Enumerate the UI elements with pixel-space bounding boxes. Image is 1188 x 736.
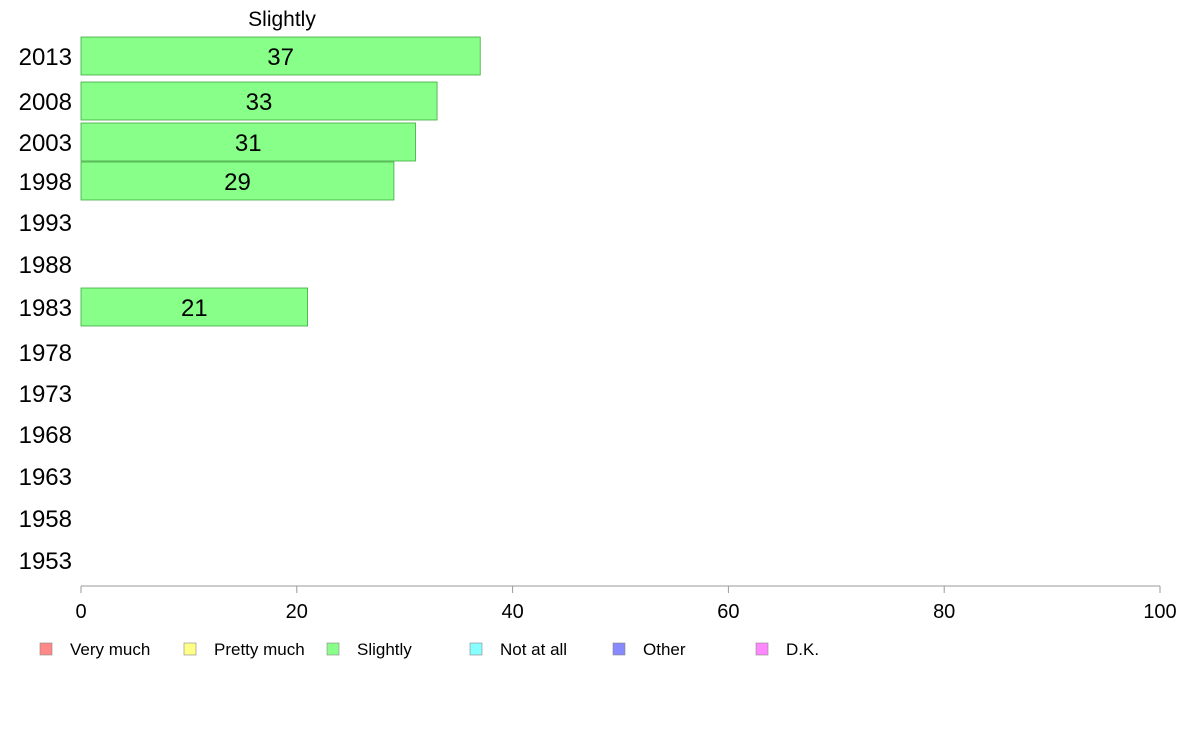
legend-swatch-2 — [326, 642, 340, 656]
chart-title: Slightly — [248, 8, 316, 31]
bar-1983 — [80, 287, 308, 327]
legend-label-5: D.K. — [786, 640, 819, 659]
legend-swatch-0 — [39, 642, 53, 656]
year-label-1983: 1983 — [19, 295, 72, 322]
bar-1998 — [80, 161, 395, 201]
year-label-1968: 1968 — [19, 422, 72, 449]
legend-label-1: Pretty much — [214, 640, 305, 659]
bar-value-label-1998: 29 — [224, 169, 251, 196]
bars-group: 37 33 31 29 21 — [80, 36, 481, 327]
legend-label-2: Slightly — [357, 640, 412, 659]
year-label-1973: 1973 — [19, 381, 72, 408]
bar-2008 — [80, 81, 438, 121]
year-label-1963: 1963 — [19, 464, 72, 491]
legend-label-0: Very much — [70, 640, 150, 659]
x-tick-label-0: 0 — [75, 601, 86, 623]
bar-2003 — [80, 122, 416, 162]
year-label-1988: 1988 — [19, 252, 72, 279]
year-label-2003: 2003 — [19, 130, 72, 157]
bar-value-label-1983: 21 — [181, 295, 208, 322]
y-axis-labels: 2013 2008 2003 1998 1993 1988 1983 1978 1973 1968… — [19, 44, 72, 575]
legend-swatch-1 — [183, 642, 197, 656]
legend-label-4: Other — [643, 640, 686, 659]
legend-swatch-4 — [612, 642, 626, 656]
year-label-2013: 2013 — [19, 44, 72, 71]
x-tick-label-80: 80 — [933, 601, 955, 623]
legend: Very much Pretty much Slightly Not at all Ot… — [39, 640, 819, 659]
year-label-1998: 1998 — [19, 169, 72, 196]
legend-swatch-5 — [755, 642, 769, 656]
year-label-1953: 1953 — [19, 548, 72, 575]
year-label-1978: 1978 — [19, 340, 72, 367]
year-label-1993: 1993 — [19, 210, 72, 237]
x-tick-label-60: 60 — [717, 601, 739, 623]
bar-value-label-2008: 33 — [246, 89, 273, 116]
x-tick-label-100: 100 — [1143, 601, 1176, 623]
year-label-2008: 2008 — [19, 89, 72, 116]
x-tick-label-20: 20 — [286, 601, 308, 623]
x-axis: 0 20 40 60 80 100 — [75, 585, 1177, 623]
legend-swatch-3 — [469, 642, 483, 656]
year-label-1958: 1958 — [19, 506, 72, 533]
bar-value-label-2003: 31 — [235, 130, 262, 157]
bar-2013 — [80, 36, 481, 76]
x-tick-label-40: 40 — [501, 601, 523, 623]
legend-label-3: Not at all — [500, 640, 567, 659]
bar-value-label-2013: 37 — [267, 44, 294, 71]
